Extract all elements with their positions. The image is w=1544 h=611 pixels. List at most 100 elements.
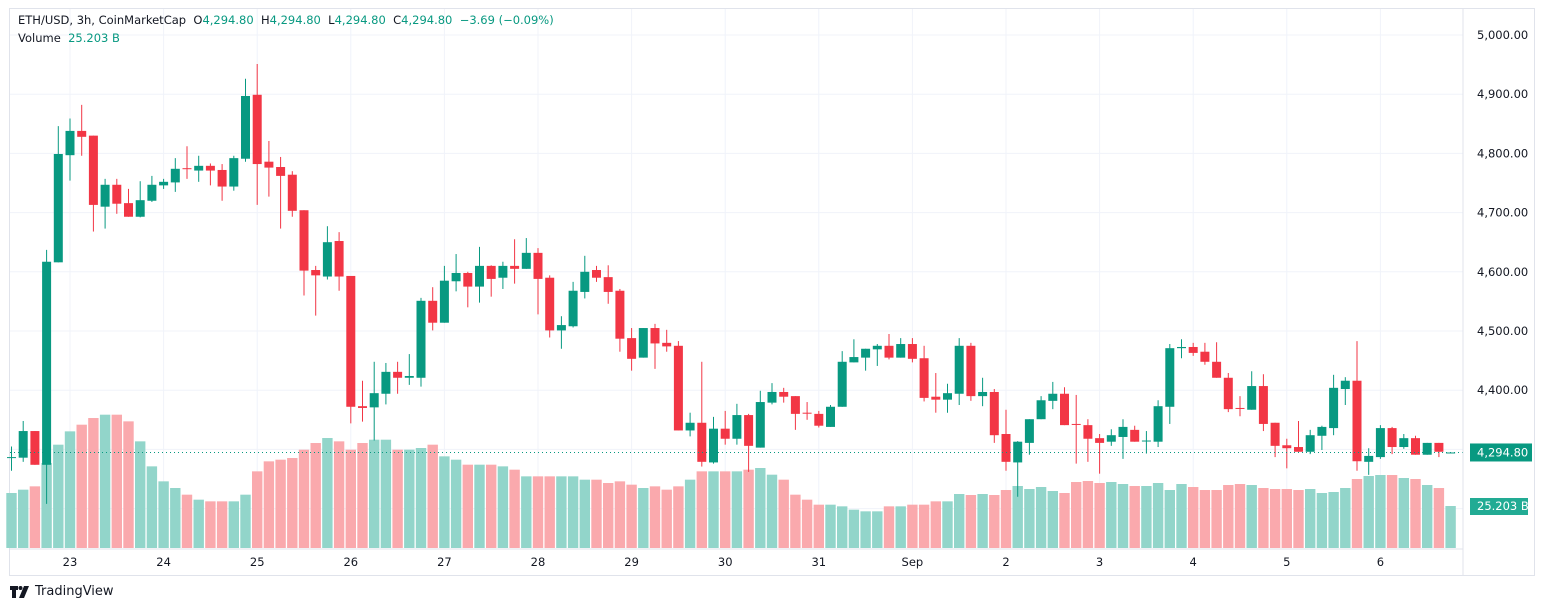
- candle-body: [978, 391, 988, 397]
- volume-bar: [369, 439, 380, 548]
- candle-body: [568, 290, 578, 327]
- y-tick-label: 4,600.00: [1477, 265, 1528, 279]
- candle: [650, 323, 660, 369]
- volume-bar: [181, 494, 193, 548]
- tradingview-logo[interactable]: TradingView: [10, 584, 114, 599]
- candle-body: [451, 272, 461, 282]
- candle-body: [627, 338, 637, 359]
- volume-bar: [532, 476, 544, 548]
- y-tick-label: 4,900.00: [1477, 87, 1528, 101]
- volume-bar: [684, 479, 696, 548]
- candle: [1294, 420, 1303, 452]
- candle: [861, 348, 871, 371]
- candle-body: [1375, 428, 1385, 458]
- candle-body: [510, 265, 520, 269]
- candle: [1282, 438, 1292, 469]
- candle-body: [615, 290, 625, 339]
- candle-body: [1294, 447, 1303, 452]
- candle-body: [135, 200, 145, 217]
- candle-body: [1141, 440, 1151, 442]
- candle-body: [521, 252, 531, 269]
- x-tick-label: 23: [63, 555, 78, 569]
- candle-body: [334, 241, 344, 277]
- volume-bar: [696, 471, 707, 548]
- candle-body: [592, 270, 601, 278]
- candle-body: [966, 345, 976, 397]
- candle: [603, 265, 613, 304]
- volume-bar: [287, 458, 298, 548]
- candle: [1212, 342, 1222, 378]
- candle: [276, 156, 286, 229]
- candle-body: [790, 396, 800, 414]
- candle-body: [556, 325, 566, 331]
- candle: [1048, 381, 1058, 410]
- x-tick-label: 29: [624, 555, 639, 569]
- candle: [135, 181, 145, 218]
- candle-body: [1106, 435, 1116, 442]
- volume-bar: [1269, 489, 1281, 548]
- candle-body: [943, 393, 952, 400]
- volume-bar: [1305, 489, 1316, 548]
- x-tick-label: 3: [1096, 555, 1103, 569]
- candle: [147, 175, 157, 202]
- high-label: H: [260, 13, 270, 27]
- candle: [1235, 396, 1245, 417]
- candle: [556, 316, 566, 349]
- volume-bar: [404, 449, 415, 548]
- candle-body: [1247, 386, 1257, 410]
- volume-bar: [638, 488, 649, 548]
- volume-bar: [1223, 485, 1234, 548]
- candle: [673, 341, 683, 431]
- candle-body: [744, 415, 754, 446]
- candle: [404, 354, 414, 385]
- chart-frame: [9, 8, 1535, 576]
- grid-lines: [10, 9, 1463, 548]
- volume-bars: [6, 414, 1456, 548]
- candle: [311, 265, 321, 316]
- volume-bar: [1117, 484, 1129, 548]
- candle: [475, 246, 484, 303]
- candle: [53, 126, 63, 263]
- volume-bar: [1316, 493, 1328, 548]
- candle-body: [1118, 426, 1128, 437]
- candle: [907, 338, 917, 363]
- volume-bar: [76, 424, 87, 548]
- volume-bar: [123, 421, 134, 548]
- candle: [568, 281, 578, 328]
- candle: [802, 402, 812, 420]
- candle-body: [170, 168, 180, 183]
- candle-body: [709, 428, 718, 463]
- candle-body: [1071, 423, 1081, 425]
- volume-bar: [790, 494, 801, 548]
- candle: [1223, 373, 1233, 413]
- candle: [486, 265, 496, 297]
- volume-bar: [1410, 479, 1421, 548]
- candle: [732, 403, 742, 445]
- candle-body: [603, 277, 613, 292]
- candle-body: [1001, 434, 1011, 462]
- volume-bar: [64, 431, 76, 548]
- candle: [533, 248, 543, 315]
- volume-bar: [825, 504, 836, 548]
- candle-body: [1095, 438, 1105, 443]
- candle: [685, 412, 695, 437]
- candle: [592, 265, 601, 282]
- candle: [241, 78, 250, 162]
- candle-body: [814, 413, 824, 426]
- candle-body: [287, 174, 297, 211]
- candles: [7, 64, 1463, 504]
- candle-body: [217, 169, 227, 187]
- open-label: O: [193, 13, 203, 27]
- volume-bar: [1141, 486, 1152, 548]
- candle-body: [1340, 380, 1350, 390]
- volume-bar: [462, 464, 473, 548]
- candle: [1434, 442, 1444, 458]
- candle: [790, 396, 800, 430]
- candle-body: [159, 181, 169, 186]
- candle-body: [369, 393, 379, 408]
- candle: [779, 387, 789, 403]
- candle: [65, 118, 75, 181]
- volume-bar: [1386, 475, 1398, 548]
- candle-body: [393, 371, 403, 378]
